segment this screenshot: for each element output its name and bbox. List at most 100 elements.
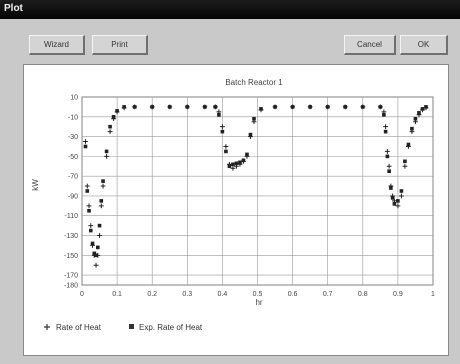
data-point-square: [132, 105, 137, 109]
data-point-square: [108, 124, 112, 129]
legend-item-rate-of-heat: Rate of Heat: [44, 323, 102, 332]
y-tick-label: -110: [65, 213, 79, 220]
x-tick-label: 1: [431, 291, 435, 298]
data-point-square: [389, 186, 393, 190]
x-tick-label: 0.5: [253, 291, 263, 298]
data-point-plus: [93, 262, 99, 268]
data-point-plus: [384, 149, 390, 154]
data-point-square: [203, 105, 207, 109]
data-point-square: [220, 129, 225, 134]
data-point-square: [361, 105, 365, 109]
data-point-square: [234, 161, 239, 166]
x-tick-label: 0.8: [358, 291, 368, 298]
data-point-square: [231, 162, 235, 167]
data-point-plus: [223, 144, 229, 149]
data-point-square: [122, 105, 126, 109]
legend-square-marker: [129, 324, 134, 329]
data-point-square: [248, 132, 253, 137]
y-tick-label: -170: [64, 273, 78, 280]
grid: [81, 96, 434, 286]
x-axis-label: hr: [255, 298, 262, 307]
data-point-square: [387, 169, 391, 174]
data-point-square: [259, 107, 263, 111]
data-point-square: [87, 208, 91, 213]
data-point-plus: [98, 203, 104, 209]
data-point-square: [150, 105, 154, 109]
data-point-square: [238, 160, 242, 165]
legend-item-exp-rate-of-heat: Exp. Rate of Heat: [129, 323, 203, 332]
x-tick-label: 0: [80, 291, 84, 298]
data-point-plus: [104, 153, 109, 159]
data-point-square: [417, 111, 421, 115]
data-point-square: [245, 152, 249, 157]
data-point-plus: [84, 183, 90, 189]
tick-labels: 0 0.1 0.2 0.3 0.4 0.5 0.6 0.7 0.8 0.9 1 10 -10 -30 -50…: [64, 95, 435, 299]
y-axis-label: kW: [31, 179, 40, 191]
data-point-square: [399, 189, 404, 193]
legend-label-exp-rate-of-heat: Exp. Rate of Heat: [139, 323, 203, 332]
data-point-square: [385, 154, 390, 159]
data-point-plus: [383, 124, 389, 130]
data-point-square: [308, 105, 312, 109]
data-point-plus: [220, 124, 225, 130]
data-point-square: [99, 199, 104, 203]
title-bar: Plot: [0, 0, 460, 19]
data-point-square: [85, 189, 90, 193]
data-point-square: [95, 245, 100, 250]
ok-button[interactable]: OK: [400, 35, 448, 55]
data-point-plus: [230, 165, 236, 171]
data-point-square: [424, 105, 428, 109]
legend: Rate of Heat Exp. Rate of Heat: [44, 323, 203, 332]
legend-plus-marker: [44, 324, 50, 330]
data-point-square: [406, 142, 411, 147]
data-point-square: [392, 202, 397, 206]
data-point-square: [217, 113, 221, 117]
x-tick-label: 0.9: [393, 291, 403, 298]
y-tick-label: -10: [68, 114, 78, 121]
data-point-square: [88, 228, 93, 233]
x-tick-label: 0.1: [112, 291, 122, 298]
y-tick-label: -70: [68, 174, 78, 181]
data-point-square: [97, 223, 102, 228]
x-tick-label: 0.3: [182, 291, 192, 298]
y-tick-label: -130: [64, 233, 78, 240]
data-point-square: [396, 199, 400, 203]
y-tick-label: 10: [70, 95, 78, 102]
wizard-button[interactable]: Wizard: [29, 35, 85, 55]
series-rate-of-heat: [83, 104, 429, 268]
data-point-square: [403, 159, 407, 164]
x-tick-label: 0.4: [218, 291, 228, 298]
data-point-square: [413, 116, 418, 121]
y-tick-label: -90: [68, 193, 78, 200]
data-point-square: [213, 105, 218, 109]
x-tick-label: 0.2: [147, 291, 157, 298]
data-point-square: [383, 129, 388, 134]
data-point-square: [185, 105, 190, 109]
data-point-plus: [100, 183, 106, 189]
data-point-square: [104, 149, 109, 154]
data-point-plus: [88, 223, 94, 229]
y-tick-label: -180: [64, 283, 78, 290]
data-point-square: [224, 149, 228, 154]
data-point-square: [420, 107, 425, 111]
chart-title: Batch Reactor 1: [225, 78, 283, 87]
data-point-plus: [97, 233, 102, 238]
data-point-plus: [386, 163, 392, 169]
data-point-square: [343, 105, 348, 109]
print-button[interactable]: Print: [92, 35, 148, 55]
y-tick-label: -150: [64, 253, 78, 260]
x-tick-label: 0.6: [288, 291, 298, 298]
data-point-plus: [395, 203, 401, 209]
data-point-square: [382, 113, 386, 117]
data-point-square: [390, 196, 395, 200]
legend-label-rate-of-heat: Rate of Heat: [56, 323, 102, 332]
data-point-square: [101, 179, 105, 183]
y-tick-label: -50: [68, 154, 78, 161]
data-point-square: [241, 158, 246, 163]
data-point-square: [410, 126, 414, 131]
cancel-button[interactable]: Cancel: [344, 35, 396, 55]
data-point-square: [227, 164, 232, 169]
data-point-square: [378, 105, 383, 109]
data-point-square: [167, 105, 172, 109]
